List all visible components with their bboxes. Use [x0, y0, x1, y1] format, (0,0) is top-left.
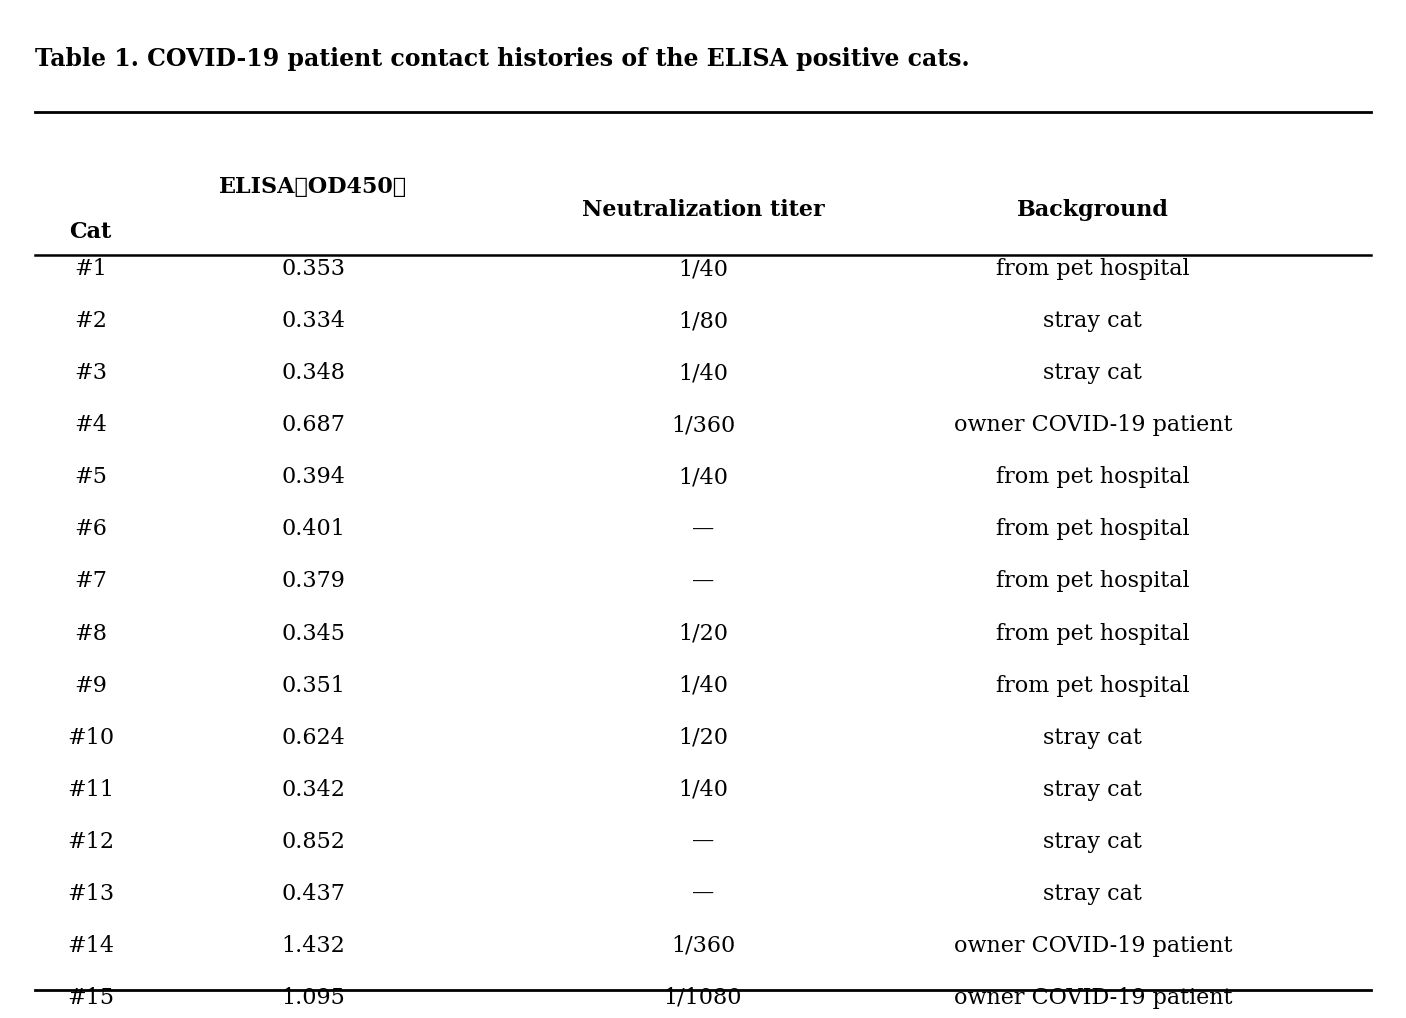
Text: 1/360: 1/360 — [671, 414, 735, 437]
Text: 0.345: 0.345 — [281, 623, 344, 644]
Text: 0.852: 0.852 — [281, 831, 344, 853]
Text: from pet hospital: from pet hospital — [995, 675, 1189, 696]
Text: stray cat: stray cat — [1043, 310, 1142, 332]
Text: 1/360: 1/360 — [671, 935, 735, 957]
Text: 0.351: 0.351 — [281, 675, 344, 696]
Text: 0.394: 0.394 — [281, 466, 344, 489]
Text: 1/20: 1/20 — [678, 623, 728, 644]
Text: #6: #6 — [75, 518, 107, 541]
Text: #4: #4 — [75, 414, 107, 437]
Text: —: — — [692, 883, 714, 905]
Text: 0.348: 0.348 — [281, 362, 346, 384]
Text: Cat: Cat — [69, 221, 111, 243]
Text: 1/40: 1/40 — [678, 466, 728, 489]
Text: 1.432: 1.432 — [281, 935, 344, 957]
Text: stray cat: stray cat — [1043, 779, 1142, 801]
Text: 1/20: 1/20 — [678, 727, 728, 748]
Text: stray cat: stray cat — [1043, 883, 1142, 905]
Text: #11: #11 — [67, 779, 114, 801]
Text: 1.095: 1.095 — [281, 986, 344, 1009]
Text: 1/40: 1/40 — [678, 779, 728, 801]
Text: #13: #13 — [67, 883, 114, 905]
Text: #7: #7 — [75, 570, 107, 592]
Text: —: — — [692, 518, 714, 541]
Text: Background: Background — [1017, 199, 1168, 221]
Text: Neutralization titer: Neutralization titer — [582, 199, 824, 221]
Text: ELISA（OD450）: ELISA（OD450） — [219, 176, 408, 199]
Text: #15: #15 — [67, 986, 114, 1009]
Text: 1/40: 1/40 — [678, 675, 728, 696]
Text: stray cat: stray cat — [1043, 831, 1142, 853]
Text: 1/1080: 1/1080 — [664, 986, 742, 1009]
Text: 0.379: 0.379 — [281, 570, 344, 592]
Text: 0.342: 0.342 — [281, 779, 344, 801]
Text: #10: #10 — [67, 727, 114, 748]
Text: 0.334: 0.334 — [281, 310, 346, 332]
Text: 0.401: 0.401 — [281, 518, 344, 541]
Text: #12: #12 — [67, 831, 114, 853]
Text: 1/80: 1/80 — [678, 310, 728, 332]
Text: #9: #9 — [75, 675, 107, 696]
Text: 0.687: 0.687 — [281, 414, 344, 437]
Text: #5: #5 — [75, 466, 107, 489]
Text: from pet hospital: from pet hospital — [995, 570, 1189, 592]
Text: stray cat: stray cat — [1043, 727, 1142, 748]
Text: —: — — [692, 570, 714, 592]
Text: 0.437: 0.437 — [281, 883, 344, 905]
Text: owner COVID-19 patient: owner COVID-19 patient — [953, 935, 1232, 957]
Text: from pet hospital: from pet hospital — [995, 518, 1189, 541]
Text: Table 1. COVID-19 patient contact histories of the ELISA positive cats.: Table 1. COVID-19 patient contact histor… — [35, 47, 969, 71]
Text: from pet hospital: from pet hospital — [995, 623, 1189, 644]
Text: 1/40: 1/40 — [678, 259, 728, 280]
Text: 0.353: 0.353 — [281, 259, 346, 280]
Text: 0.624: 0.624 — [281, 727, 344, 748]
Text: owner COVID-19 patient: owner COVID-19 patient — [953, 986, 1232, 1009]
Text: owner COVID-19 patient: owner COVID-19 patient — [953, 414, 1232, 437]
Text: from pet hospital: from pet hospital — [995, 466, 1189, 489]
Text: from pet hospital: from pet hospital — [995, 259, 1189, 280]
Text: #2: #2 — [75, 310, 107, 332]
Text: #3: #3 — [75, 362, 107, 384]
Text: 1/40: 1/40 — [678, 362, 728, 384]
Text: —: — — [692, 831, 714, 853]
Text: #14: #14 — [67, 935, 114, 957]
Text: #8: #8 — [75, 623, 107, 644]
Text: #1: #1 — [75, 259, 107, 280]
Text: stray cat: stray cat — [1043, 362, 1142, 384]
